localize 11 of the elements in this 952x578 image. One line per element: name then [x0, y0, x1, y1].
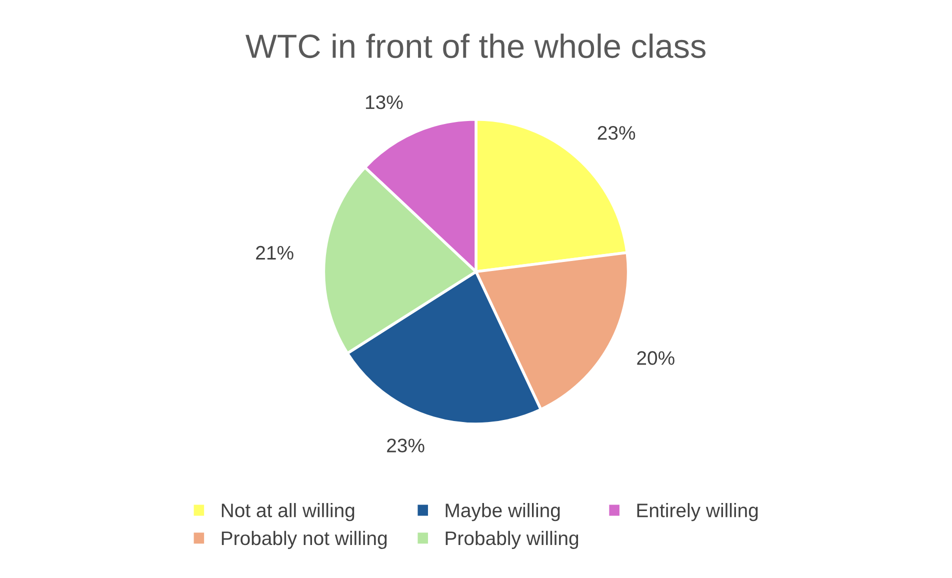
data-label: 23%: [387, 438, 424, 452]
data-label: 21%: [256, 246, 294, 260]
legend-label: Maybe willing: [446, 503, 560, 522]
data-label: 23%: [598, 126, 636, 140]
chart-title: WTC in front of the whole class: [246, 34, 706, 58]
data-label: 20%: [637, 351, 674, 365]
legend-label: Not at all willing: [222, 503, 354, 522]
data-label: 13%: [366, 95, 403, 110]
legend-label: Entirely willing: [637, 503, 758, 522]
legend-label: Probably willing: [446, 530, 578, 549]
legend-label: Probably not willing: [222, 530, 387, 549]
